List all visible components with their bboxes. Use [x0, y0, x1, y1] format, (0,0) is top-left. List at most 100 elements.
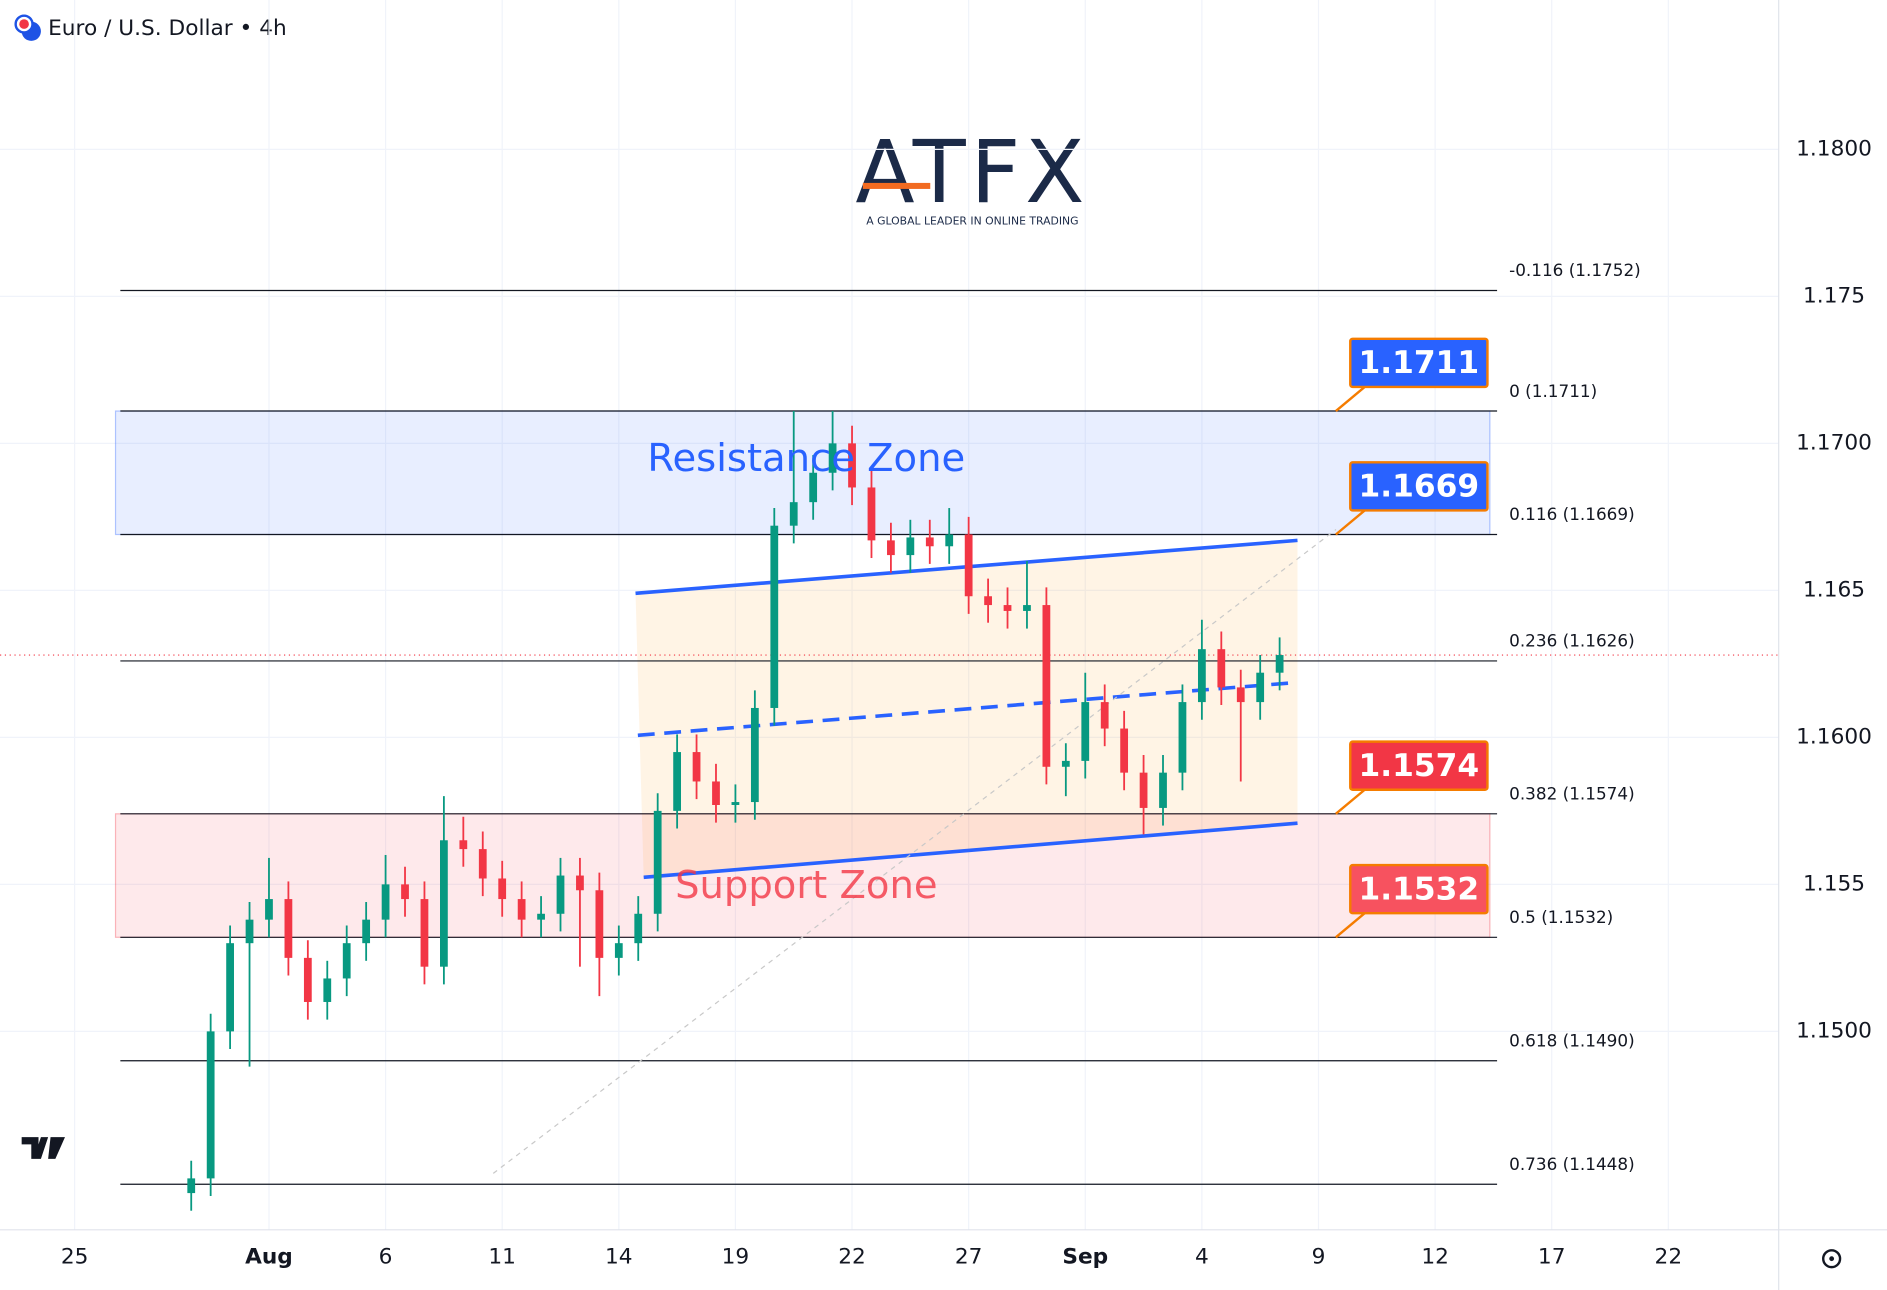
- symbol-icon: [14, 14, 41, 41]
- candle-body: [673, 752, 682, 811]
- fib-label: 0.5 (1.1532): [1509, 907, 1613, 927]
- candle-body: [731, 802, 740, 805]
- candle-body: [1023, 605, 1031, 611]
- logo-accent: [862, 182, 931, 189]
- trend-line: [492, 529, 1337, 1174]
- zone: [114, 813, 1491, 938]
- settings-icon[interactable]: [1822, 1249, 1842, 1269]
- candle-body: [789, 502, 798, 526]
- y-tick-label: 1.155: [1803, 871, 1865, 896]
- candle-body: [964, 534, 973, 597]
- candle-body: [1197, 649, 1206, 703]
- candle-body: [750, 707, 759, 803]
- candle-body: [1061, 760, 1070, 767]
- symbol-title[interactable]: Euro / U.S. Dollar • 4h: [48, 16, 287, 41]
- candle-body: [1139, 772, 1148, 808]
- x-tick-label: Sep: [1062, 1245, 1108, 1270]
- candle-body: [226, 943, 234, 1032]
- logo-name: ATFX: [855, 123, 1089, 223]
- candle-body: [381, 884, 390, 920]
- candle-body: [828, 443, 837, 473]
- candle-body: [1042, 605, 1051, 767]
- fib-label: 0.116 (1.1669): [1509, 504, 1635, 524]
- x-tick-label: 22: [1655, 1245, 1683, 1270]
- candle-body: [984, 596, 992, 606]
- candle-body: [1100, 702, 1109, 729]
- candle-body: [206, 1031, 215, 1179]
- x-tick-label: 17: [1538, 1245, 1566, 1270]
- candle-body: [265, 899, 273, 920]
- trend-line: [637, 680, 1298, 738]
- candle-body: [401, 884, 409, 900]
- candle-body: [1178, 702, 1187, 773]
- candle-body: [945, 534, 954, 547]
- x-tick-label: 9: [1312, 1245, 1326, 1270]
- candle-body: [712, 781, 720, 805]
- candle-body: [420, 899, 429, 967]
- zone-label: Resistance Zone: [647, 436, 965, 481]
- candle-body: [576, 875, 584, 891]
- candle-body: [478, 849, 487, 879]
- fib-label: 0.618 (1.1490): [1509, 1031, 1635, 1051]
- zone: [114, 410, 1491, 536]
- fib-label: -0.116 (1.1752): [1509, 260, 1641, 280]
- x-tick-label: Aug: [245, 1245, 293, 1270]
- y-tick-label: 1.1800: [1796, 136, 1872, 161]
- price-tag: [1349, 337, 1489, 389]
- y-tick-label: 1.1700: [1796, 430, 1872, 455]
- x-tick-label: 11: [488, 1245, 516, 1270]
- candle-body: [1275, 655, 1284, 673]
- trend-line: [643, 821, 1298, 880]
- x-tick-label: 25: [61, 1245, 89, 1270]
- candle-body: [362, 919, 371, 944]
- x-tick-label: 4: [1195, 1245, 1209, 1270]
- candle-body: [323, 978, 332, 1002]
- candle-body: [867, 487, 876, 541]
- y-tick-label: 1.1500: [1796, 1018, 1872, 1043]
- x-tick-label: 19: [722, 1245, 750, 1270]
- candle-body: [809, 472, 818, 503]
- fib-label: 0.236 (1.1626): [1509, 631, 1635, 651]
- candle-body: [653, 810, 662, 914]
- fib-label: 0.382 (1.1574): [1509, 784, 1635, 804]
- y-tick-label: 1.175: [1803, 283, 1865, 308]
- logo-tagline: A GLOBAL LEADER IN ONLINE TRADING: [866, 214, 1078, 227]
- candle-body: [925, 537, 934, 547]
- candle-body: [245, 919, 254, 944]
- candle-body: [1217, 649, 1226, 688]
- candle-body: [1081, 702, 1090, 761]
- price-tag-label: 1.1574: [1359, 748, 1480, 784]
- tag-pointer: [1335, 912, 1366, 939]
- candle-body: [459, 840, 468, 850]
- candle-body: [1256, 672, 1265, 703]
- candle-body: [614, 943, 623, 958]
- price-tag: [1349, 461, 1489, 512]
- candle-body: [303, 957, 312, 1002]
- candle-body: [906, 537, 915, 556]
- candle-body: [887, 540, 895, 556]
- logo: ATFX A GLOBAL LEADER IN ONLINE TRADING: [855, 123, 1089, 227]
- tag-pointer: [1335, 509, 1366, 536]
- x-tick-label: 12: [1421, 1245, 1449, 1270]
- candle-body: [537, 913, 545, 920]
- tag-pointer: [1335, 788, 1366, 815]
- candle-body: [848, 443, 856, 488]
- fib-label: 0.736 (1.1448): [1509, 1154, 1635, 1174]
- candle-body: [556, 875, 565, 914]
- x-tick-label: 14: [605, 1245, 633, 1270]
- candle-body: [1120, 728, 1129, 773]
- fib-label: 0 (1.1711): [1509, 381, 1597, 401]
- candle-body: [187, 1178, 196, 1194]
- x-tick-label: 6: [379, 1245, 393, 1270]
- candle-body: [342, 943, 351, 979]
- zone-label: Support Zone: [675, 863, 937, 908]
- candle-body: [634, 913, 643, 944]
- candle-body: [692, 752, 701, 782]
- candle-body: [770, 525, 779, 708]
- candle-body: [498, 878, 507, 900]
- candle-body: [1003, 605, 1012, 611]
- price-tag-label: 1.1669: [1359, 469, 1480, 505]
- candle-body: [517, 899, 526, 920]
